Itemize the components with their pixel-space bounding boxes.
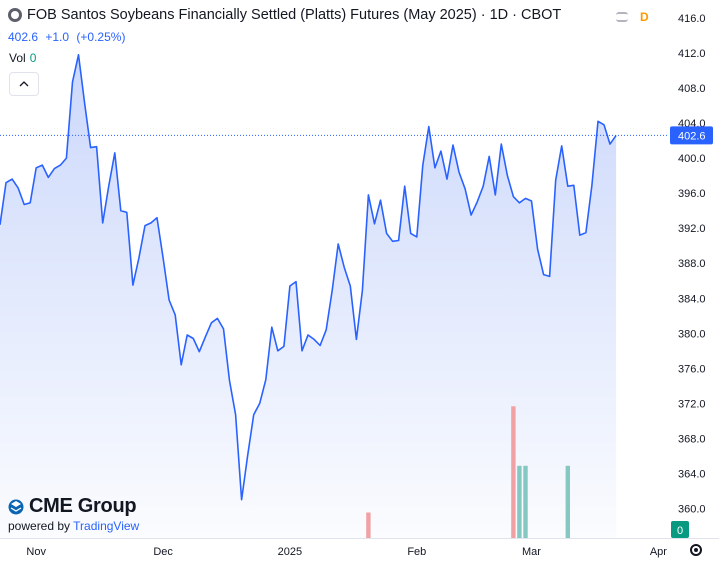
y-tick-label: 384.0	[678, 293, 706, 305]
y-tick-label: 400.0	[678, 153, 706, 165]
x-tick-label: Feb	[407, 546, 426, 558]
settings-icon[interactable]	[690, 544, 702, 556]
volume-label: Vol	[9, 51, 26, 65]
y-tick-label: 412.0	[678, 48, 706, 60]
y-tick-label: 380.0	[678, 328, 706, 340]
chart-title: FOB Santos Soybeans Financially Settled …	[27, 7, 562, 23]
y-tick-label: 388.0	[678, 258, 706, 270]
y-tick-label: 416.0	[678, 13, 706, 25]
volume-value: 0	[29, 51, 37, 65]
volume-axis-label: 0	[677, 525, 683, 537]
top-right-icons: D	[616, 10, 649, 24]
tradingview-link[interactable]: TradingView	[73, 519, 140, 533]
powered-by: powered by TradingView	[8, 519, 139, 533]
x-tick-label: Nov	[26, 546, 46, 558]
volume-axis-badge	[671, 521, 689, 538]
chart-header: FOB Santos Soybeans Financially Settled …	[8, 7, 561, 23]
x-tick-label: Dec	[153, 546, 173, 558]
last-price: 402.6	[8, 30, 39, 44]
last-price-axis-badge	[670, 126, 713, 145]
price-summary: 402.6 +1.0 (+0.25%)	[8, 30, 129, 44]
cme-globe-icon	[8, 499, 24, 514]
y-tick-label: 392.0	[678, 223, 706, 235]
price-line	[0, 54, 617, 501]
visibility-icon[interactable]	[616, 12, 628, 22]
cme-logo-text: CME Group	[29, 495, 137, 517]
y-tick-label: 396.0	[678, 188, 706, 200]
cme-group-logo: CME Group	[8, 495, 137, 518]
chevron-up-icon	[19, 81, 29, 87]
price-change: +1.0	[45, 30, 70, 44]
price-area	[0, 54, 617, 539]
volume-legend: Vol 0	[9, 51, 36, 65]
collapse-legend-button[interactable]	[9, 72, 39, 96]
last-price-axis-label: 402.6	[678, 130, 706, 142]
powered-by-text: powered by	[8, 519, 71, 533]
y-tick-label: 364.0	[678, 468, 706, 480]
x-tick-label: 2025	[278, 546, 302, 558]
volume-bar	[366, 512, 371, 538]
y-tick-label: 408.0	[678, 83, 706, 95]
volume-bar	[517, 465, 522, 539]
y-tick-label: 376.0	[678, 363, 706, 375]
y-tick-label: 368.0	[678, 433, 706, 445]
x-tick-label: Mar	[522, 546, 541, 558]
volume-bar	[523, 465, 528, 539]
y-tick-label: 372.0	[678, 398, 706, 410]
volume-bar	[511, 406, 516, 539]
volume-bar	[565, 465, 570, 539]
y-tick-label: 360.0	[678, 503, 706, 515]
delayed-status-badge: D	[640, 10, 649, 24]
price-change-pct: (+0.25%)	[76, 30, 126, 44]
symbol-logo-icon	[8, 8, 22, 22]
x-tick-label: Apr	[650, 546, 667, 558]
